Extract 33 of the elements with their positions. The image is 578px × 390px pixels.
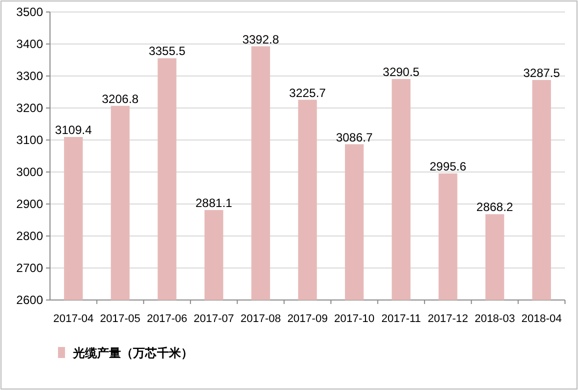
y-tick-label: 3200 — [16, 101, 44, 115]
x-tick-label: 2017-05 — [100, 313, 140, 325]
y-tick-label: 3500 — [16, 5, 44, 19]
data-label: 3206.8 — [102, 92, 139, 106]
y-tick-label: 3300 — [16, 69, 44, 83]
data-label: 3287.5 — [523, 66, 560, 80]
data-label: 2995.6 — [430, 159, 467, 174]
y-tick-label: 2800 — [16, 229, 44, 243]
data-label: 3086.7 — [336, 130, 373, 144]
data-label: 2868.2 — [476, 200, 514, 214]
x-tick-label: 2017-04 — [53, 313, 94, 325]
x-tick-label: 2017-09 — [287, 313, 328, 325]
y-tick-label: 2900 — [16, 197, 44, 211]
x-tick-label: 2017-06 — [146, 313, 188, 325]
x-tick-label: 2018-03 — [474, 313, 515, 325]
x-tick-label: 2017-07 — [194, 313, 234, 325]
data-label: 2881.1 — [196, 196, 233, 210]
y-tick-label: 3400 — [16, 37, 44, 51]
y-tick-label: 2600 — [16, 293, 44, 307]
x-tick-label: 2017-10 — [334, 313, 375, 325]
data-label: 3225.7 — [289, 86, 326, 100]
x-tick-label: 2017-08 — [240, 313, 281, 325]
legend-label: 光缆产量（万芯千米） — [72, 346, 193, 360]
data-label: 3355.5 — [148, 44, 186, 58]
x-tick-label: 2017-11 — [381, 313, 421, 325]
y-tick-label: 3000 — [16, 165, 44, 179]
data-label: 3392.8 — [242, 32, 280, 46]
data-label: 3290.5 — [382, 65, 420, 80]
y-tick-label: 3100 — [16, 133, 44, 147]
x-tick-label: 2018-04 — [521, 313, 562, 325]
x-tick-label: 2017-12 — [428, 313, 468, 325]
y-tick-label: 2700 — [16, 261, 44, 275]
data-label: 3109.4 — [55, 122, 92, 137]
